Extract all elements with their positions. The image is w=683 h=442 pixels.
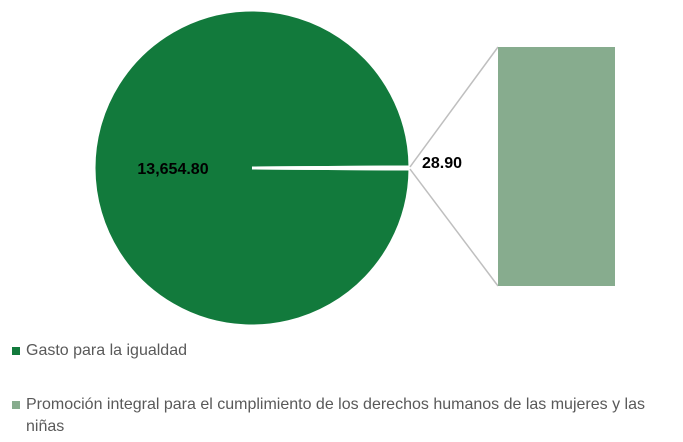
connector [409,168,499,287]
legend-item: Promoción integral para el cumplimiento … [12,394,680,438]
legend-swatch [12,401,20,409]
legend-label: Gasto para la igualdad [26,342,187,359]
pie-slice [251,165,412,171]
bar [498,47,615,286]
legend-item: Gasto para la igualdad [12,340,680,362]
pie-slice [92,8,412,328]
legend-swatch [12,347,20,355]
data-label: 28.90 [422,155,462,172]
legend-label: Promoción integral para el cumplimiento … [26,396,645,435]
data-label: 13,654.80 [137,161,208,178]
connector [409,46,499,168]
